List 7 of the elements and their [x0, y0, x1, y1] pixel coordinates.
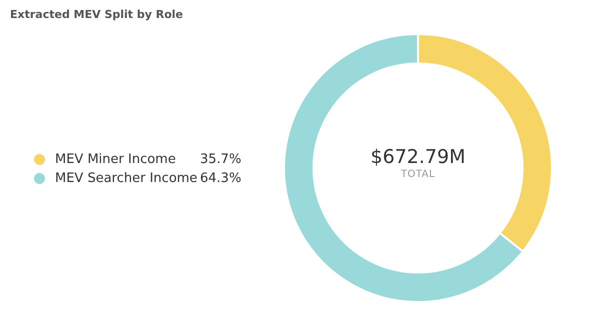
data-label: 64.3% — [200, 171, 242, 186]
legend-label: MEV Miner Income — [55, 152, 177, 167]
text: $672.79M — [370, 145, 466, 169]
legend-label: MEV Searcher Income — [55, 171, 198, 186]
text: TOTAL — [400, 169, 436, 180]
chart-title: Extracted MEV Split by Role — [10, 8, 184, 21]
data-label: 35.7% — [200, 152, 242, 167]
